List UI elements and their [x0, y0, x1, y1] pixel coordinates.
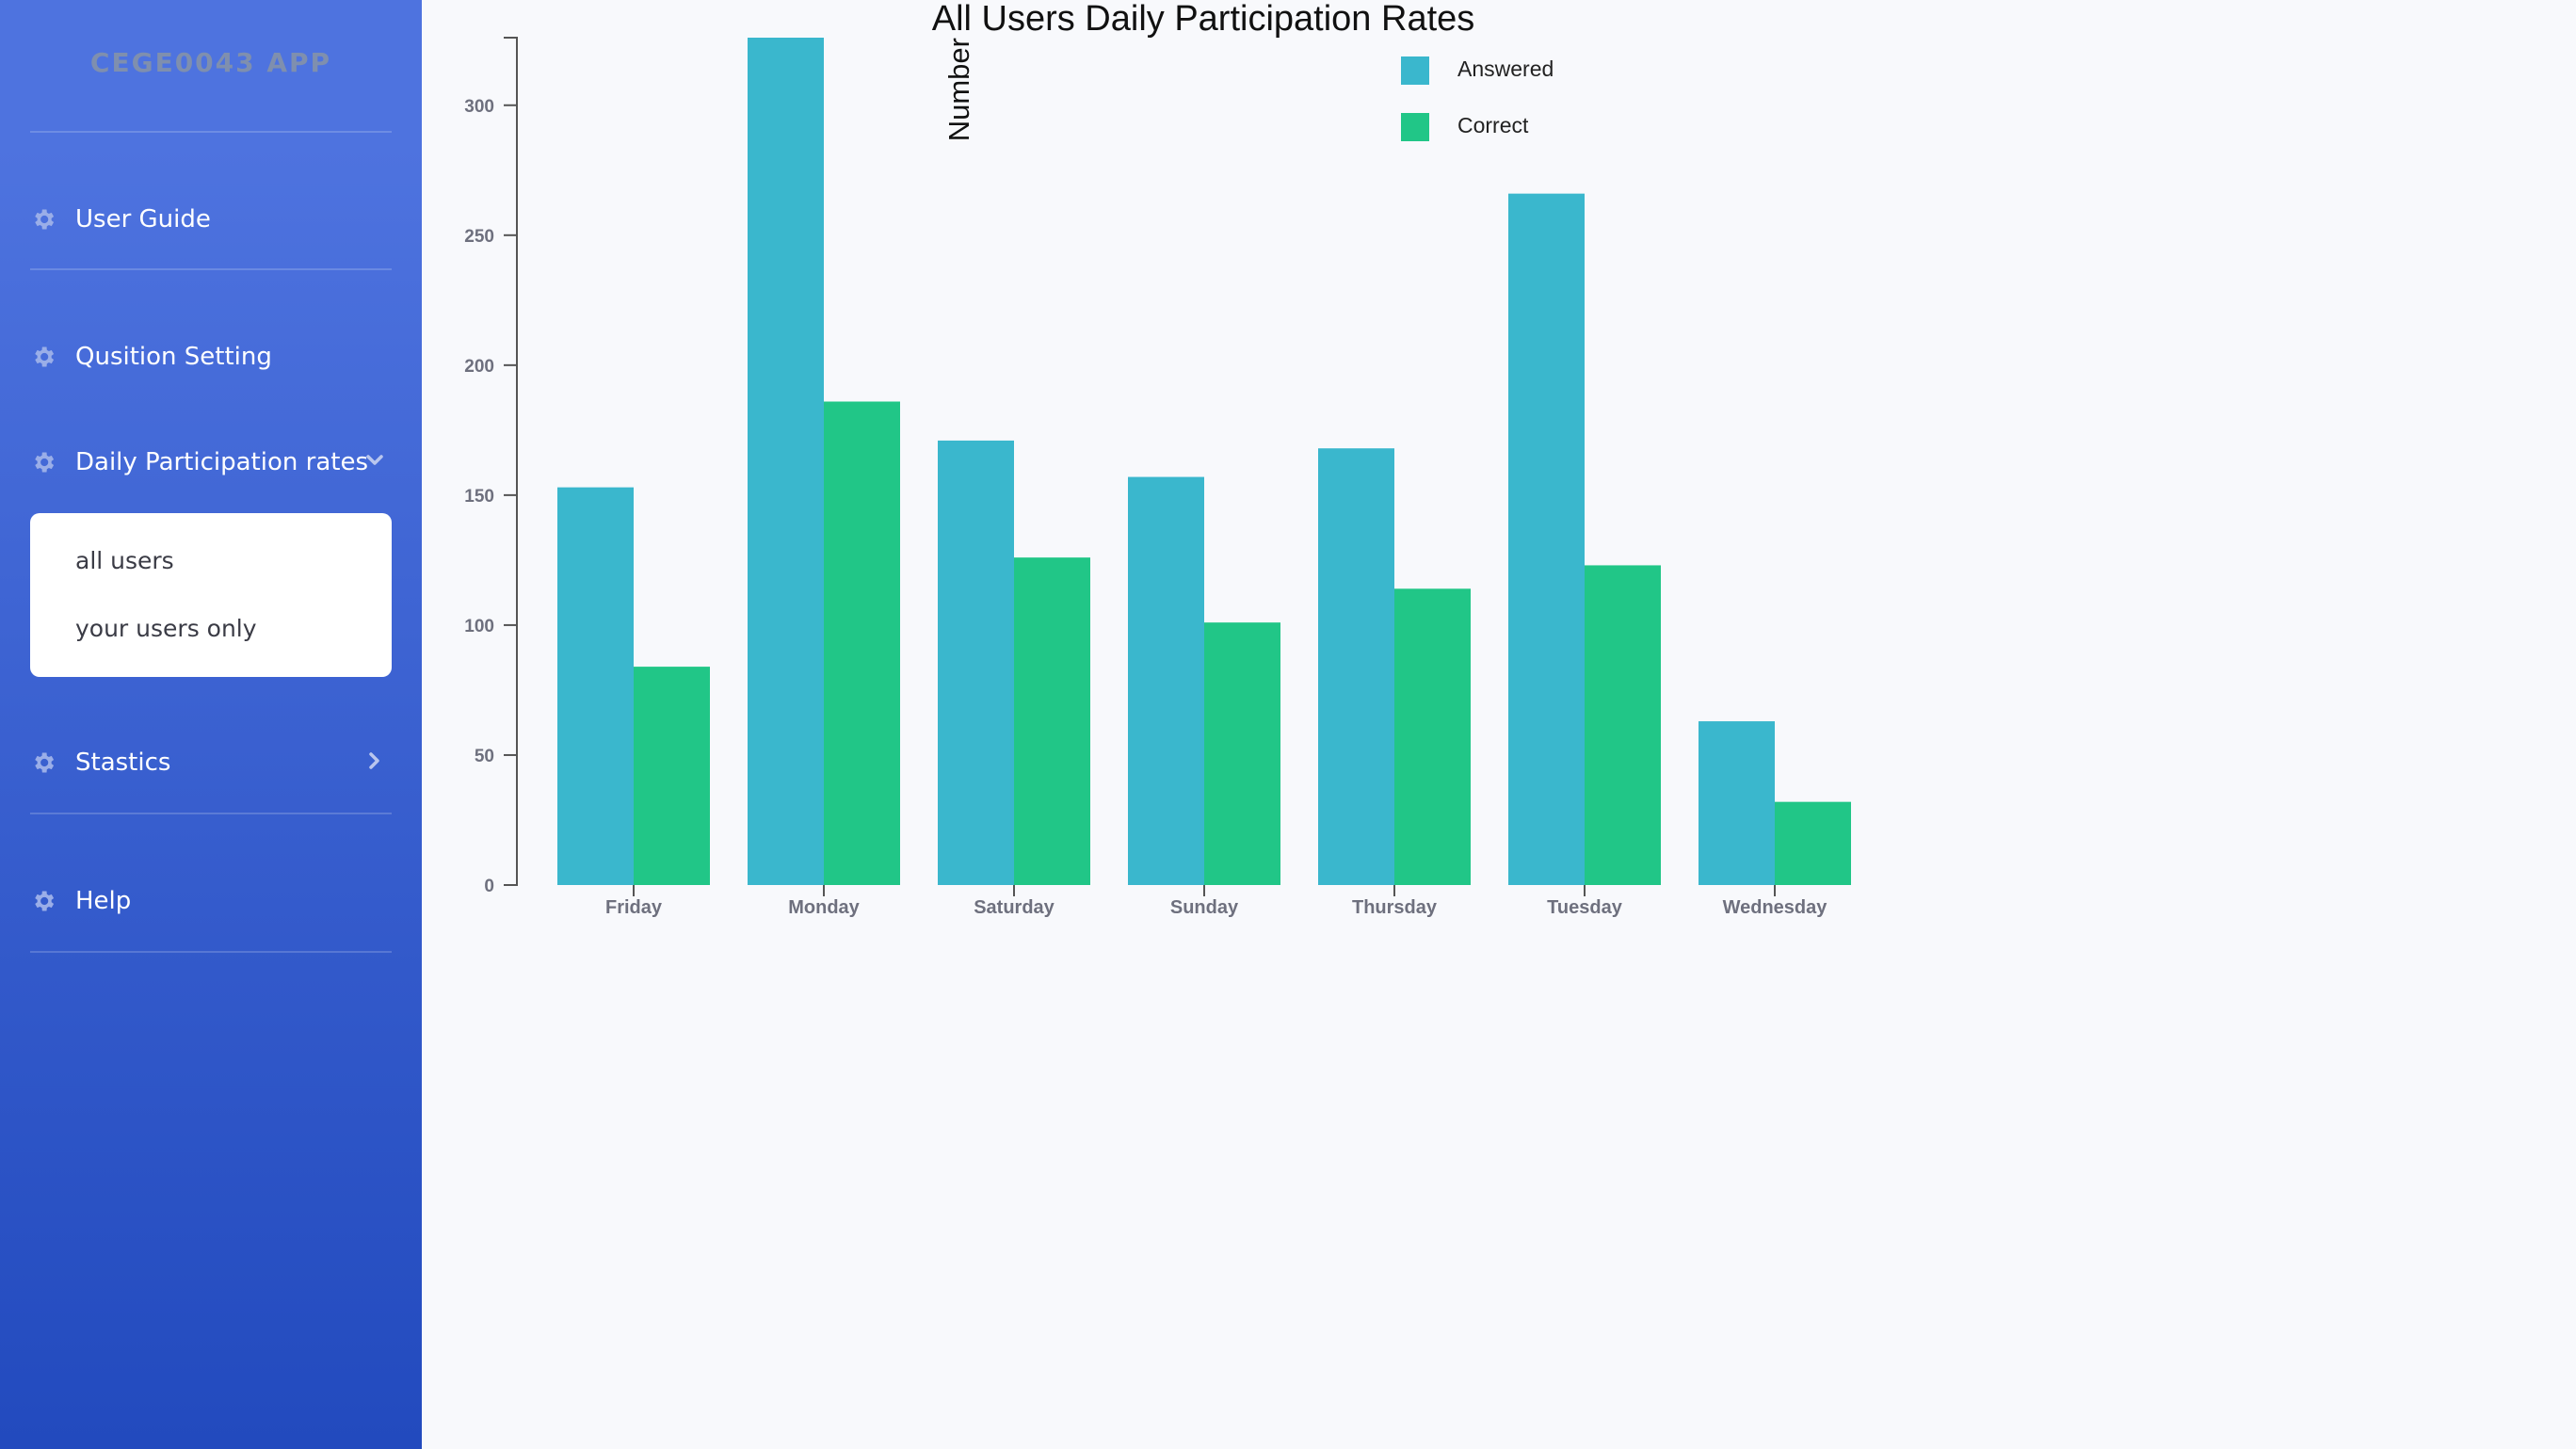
x-tick-label: Saturday	[974, 897, 1055, 918]
bar-correct-wednesday	[1775, 801, 1851, 885]
y-tick-label: 50	[475, 747, 494, 766]
sidebar-item-label: Help	[75, 887, 132, 915]
y-tick-label: 100	[464, 617, 494, 636]
chevron-right-icon	[363, 749, 386, 772]
submenu-daily-participation: all users your users only	[30, 513, 392, 677]
chart-title: All Users Daily Participation Rates	[932, 0, 1475, 39]
sidebar-item-label: User Guide	[75, 205, 211, 233]
legend-label-answered: Answered	[1457, 56, 1554, 81]
y-tick-label: 150	[464, 487, 494, 507]
x-tick-label: Thursday	[1352, 897, 1438, 918]
legend-swatch-answered	[1401, 56, 1429, 85]
legend-label-correct: Correct	[1457, 113, 1529, 137]
sidebar: CEGE0043 APP User Guide Qusition Setting…	[0, 0, 422, 1449]
x-tick-label: Wednesday	[1723, 897, 1828, 918]
y-axis: 0 50 100 150 200 250 300	[464, 37, 518, 896]
y-tick-label: 300	[464, 97, 494, 117]
bar-correct-tuesday	[1585, 565, 1661, 885]
y-tick-label: 200	[464, 357, 494, 377]
submenu-item-your-users[interactable]: your users only	[75, 615, 257, 642]
sidebar-item-label: Stastics	[75, 749, 171, 777]
bar-correct-friday	[634, 667, 710, 885]
x-tick-label: Friday	[605, 897, 663, 918]
sidebar-divider	[30, 268, 392, 270]
gear-icon	[30, 888, 56, 914]
bar-answered-friday	[557, 487, 634, 885]
sidebar-divider	[30, 131, 392, 133]
y-tick-label: 250	[464, 227, 494, 247]
x-axis: Friday Monday Saturday Sunday Thursday Tuesda…	[605, 885, 1827, 918]
bar-correct-saturday	[1014, 557, 1090, 885]
legend: Answered Correct	[1401, 56, 1554, 141]
sidebar-divider	[30, 951, 392, 953]
brand-title[interactable]: CEGE0043 APP	[89, 47, 332, 78]
sidebar-item-help[interactable]: Help	[30, 873, 392, 929]
x-tick-label: Sunday	[1170, 897, 1239, 918]
submenu-item-all-users[interactable]: all users	[75, 547, 174, 574]
sidebar-item-statistics[interactable]: Stastics	[30, 734, 392, 791]
y-axis-label: Number	[942, 38, 975, 141]
bar-answered-sunday	[1128, 476, 1204, 885]
participation-chart: All Users Daily Participation Rates 0 50 1…	[464, 0, 1851, 918]
gear-icon	[30, 344, 56, 370]
legend-swatch-correct	[1401, 113, 1429, 141]
bar-answered-monday	[748, 38, 824, 885]
sidebar-item-daily-participation[interactable]: Daily Participation rates	[30, 434, 392, 491]
bar-correct-sunday	[1204, 622, 1280, 885]
gear-icon	[30, 206, 56, 233]
bar-correct-monday	[824, 401, 900, 886]
gear-icon	[30, 449, 56, 475]
bars	[557, 38, 1851, 886]
sidebar-divider	[30, 813, 392, 814]
bar-answered-tuesday	[1508, 193, 1585, 885]
bar-correct-thursday	[1394, 588, 1471, 885]
chevron-down-icon	[363, 449, 386, 472]
sidebar-item-user-guide[interactable]: User Guide	[30, 191, 392, 248]
bar-answered-wednesday	[1699, 721, 1775, 885]
y-axis-line	[504, 37, 518, 886]
sidebar-item-label: Daily Participation rates	[75, 448, 368, 476]
sidebar-item-label: Qusition Setting	[75, 343, 272, 371]
x-tick-label: Tuesday	[1547, 897, 1623, 918]
bar-answered-thursday	[1318, 448, 1394, 885]
gear-icon	[30, 749, 56, 776]
bar-answered-saturday	[938, 440, 1014, 885]
x-tick-label: Monday	[788, 897, 860, 918]
sidebar-item-question-setting[interactable]: Qusition Setting	[30, 329, 392, 385]
y-tick-label: 0	[484, 877, 494, 896]
